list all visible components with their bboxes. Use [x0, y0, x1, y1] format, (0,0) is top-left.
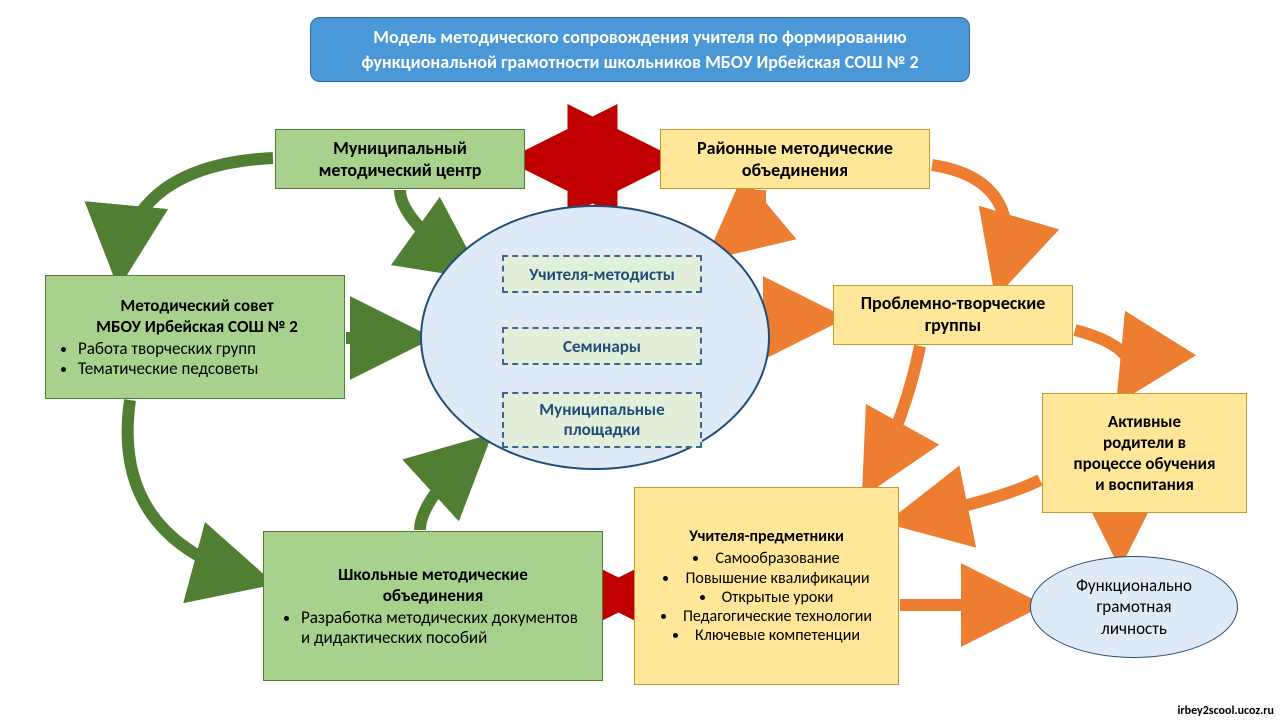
parents-line-1: Активные: [1108, 411, 1181, 432]
center-item-2-label: Семинары: [563, 336, 641, 357]
node-shmo: Школьные методические объединения Разраб…: [263, 531, 603, 681]
center-item-3: Муниципальные площадки: [502, 392, 702, 448]
ptg-line-1: Проблемно-творческие: [861, 293, 1046, 315]
node-rmo-label: Районные методические объединения: [671, 137, 919, 181]
parents-line-4: и воспитания: [1095, 474, 1194, 495]
title-text: Модель методического сопровождения учите…: [321, 25, 959, 74]
shmo-bullet-1: Разработка методических документов и дид…: [301, 608, 583, 649]
diagram-title: Модель методического сопровождения учите…: [310, 17, 970, 82]
teachers-bullet-1: Самообразование: [661, 549, 872, 568]
node-parents: Активные родители в процессе обучения и …: [1042, 393, 1247, 513]
result-line-2: грамотная: [1096, 596, 1171, 617]
council-bullet-1: Работа творческих групп: [78, 339, 258, 359]
shmo-bullets: Разработка методических документов и дид…: [283, 608, 583, 649]
center-item-1-label: Учителя-методисты: [529, 264, 675, 285]
node-rmo: Районные методические объединения: [660, 129, 930, 189]
shmo-title: Школьные методические объединения: [293, 564, 573, 606]
result-line-3: личность: [1101, 618, 1167, 639]
teachers-bullet-5: Ключевые компетенции: [661, 626, 872, 645]
node-mmc-label: Муниципальный методический центр: [286, 137, 514, 181]
council-bullets: Работа творческих групп Тематические пед…: [60, 339, 258, 380]
node-ptg: Проблемно-творческие группы: [833, 285, 1073, 345]
teachers-bullets: Самообразование Повышение квалификации О…: [661, 549, 872, 645]
teachers-title: Учителя-предметники: [689, 527, 844, 548]
council-title-1: Методический совет: [120, 295, 273, 316]
center-item-1: Учителя-методисты: [502, 255, 702, 293]
parents-line-2: родители в: [1103, 432, 1186, 453]
teachers-bullet-3: Открытые уроки: [661, 588, 872, 607]
node-teachers: Учителя-предметники Самообразование Повы…: [634, 487, 899, 685]
ptg-line-2: группы: [925, 315, 981, 337]
council-bullet-2: Тематические педсоветы: [78, 359, 258, 379]
parents-line-3: процессе обучения: [1074, 453, 1216, 474]
center-item-2: Семинары: [502, 327, 702, 365]
center-item-3-label: Муниципальные площадки: [504, 400, 700, 439]
node-mmc: Муниципальный методический центр: [275, 129, 525, 189]
teachers-bullet-2: Повышение квалификации: [661, 569, 872, 588]
teachers-bullet-4: Педагогические технологии: [661, 607, 872, 626]
result-line-1: Функционально: [1076, 575, 1192, 596]
council-title-2: МБОУ Ирбейская СОШ № 2: [96, 316, 298, 337]
footer-credit: irbey2scool.ucoz.ru: [1177, 704, 1274, 718]
node-council: Методический совет МБОУ Ирбейская СОШ № …: [45, 275, 345, 399]
diagram-stage: Модель методического сопровождения учите…: [0, 0, 1280, 720]
node-result: Функционально грамотная личность: [1030, 556, 1238, 658]
